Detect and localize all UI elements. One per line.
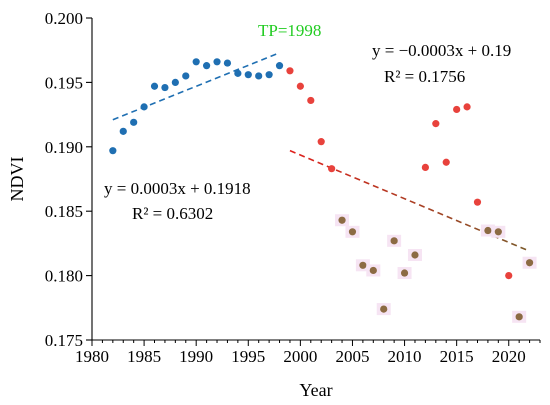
point-after (390, 237, 398, 245)
point-before (203, 62, 211, 70)
point-before (109, 147, 117, 155)
x-ticks: 1980 1985 1990 1995 2000 2005 2010 2015 2020 (75, 340, 541, 366)
point-after (286, 67, 294, 75)
x-tick-label: 1990 (179, 347, 213, 366)
point-before (223, 59, 232, 67)
point-after (400, 269, 409, 277)
point-after (328, 165, 336, 173)
point-before (234, 69, 242, 77)
point-after (307, 96, 315, 105)
point-before (192, 58, 200, 66)
point-after (380, 305, 388, 313)
point-before (255, 72, 263, 80)
x-tick-label: 2010 (388, 347, 422, 366)
point-before (161, 83, 169, 92)
point-after (317, 138, 325, 146)
point-after (515, 313, 523, 321)
y-tick-label: 0.195 (45, 73, 83, 92)
x-tick-label: 1995 (231, 347, 265, 366)
fit-equation-after: y = −0.0003x + 0.19 (372, 41, 511, 60)
x-tick-label: 1985 (127, 347, 161, 366)
point-after (473, 198, 482, 206)
y-tick-label: 0.180 (45, 267, 83, 286)
point-before (130, 118, 138, 126)
point-after (484, 226, 492, 235)
x-tick-label: 1980 (75, 347, 109, 366)
y-tick-label: 0.200 (45, 9, 83, 28)
point-after (296, 82, 304, 90)
point-after (453, 105, 461, 114)
point-before (275, 62, 284, 70)
x-tick-label: 2000 (283, 347, 317, 366)
point-after (348, 228, 357, 236)
x-tick-label: 2020 (492, 347, 526, 366)
fit-r2-after: R² = 0.1756 (384, 67, 465, 86)
point-before (119, 127, 127, 135)
fit-r2-before: R² = 0.6302 (132, 204, 213, 223)
x-tick-label: 2005 (335, 347, 369, 366)
point-after (338, 216, 346, 224)
point-before (265, 71, 273, 79)
y-tick-label: 0.175 (45, 331, 83, 350)
point-after (463, 103, 471, 111)
point-before (150, 82, 159, 90)
axes (91, 18, 540, 341)
y-tick-label: 0.190 (45, 138, 83, 157)
point-after (432, 120, 440, 128)
point-after (359, 261, 367, 269)
x-axis-label: Year (299, 380, 332, 400)
y-tick-label: 0.185 (45, 202, 83, 221)
point-after (494, 228, 502, 236)
fit-equation-before: y = 0.0003x + 0.1918 (104, 179, 251, 198)
point-after (369, 266, 377, 275)
data-points (109, 58, 537, 323)
point-after (421, 163, 429, 172)
point-before (182, 72, 190, 80)
y-axis-label: NDVI (7, 157, 27, 202)
turning-point-label: TP=1998 (258, 21, 321, 40)
point-after (442, 158, 450, 166)
point-before (244, 71, 252, 79)
point-before (171, 78, 179, 86)
point-after (505, 272, 513, 280)
point-before (140, 103, 148, 111)
point-after (525, 259, 534, 267)
y-ticks: 0.175 0.180 0.185 0.190 0.195 0.200 (45, 9, 92, 350)
point-after (411, 251, 419, 259)
x-tick-label: 2015 (440, 347, 474, 366)
point-before (213, 58, 221, 66)
